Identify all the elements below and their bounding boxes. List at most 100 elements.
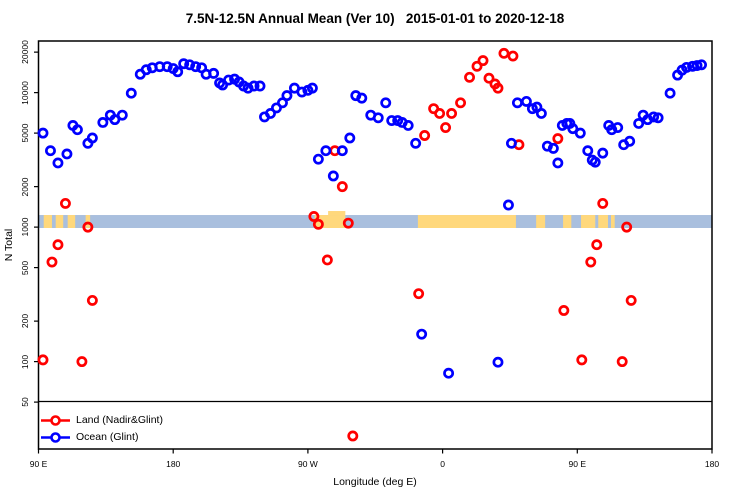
data-point-ocean [320, 145, 332, 157]
data-point-ocean [416, 328, 428, 340]
data-point-ocean [125, 87, 137, 99]
y-tick-label: 100 [20, 354, 30, 369]
data-point-ocean [552, 157, 564, 169]
legend-marker-circle [50, 432, 61, 443]
data-point-land [342, 217, 354, 229]
y-tick-label: 5000 [20, 123, 30, 143]
plot-border [37, 40, 713, 450]
data-point-ocean [547, 142, 559, 154]
data-point-land [585, 256, 597, 268]
data-point-ocean [172, 66, 184, 78]
data-point-land [616, 356, 628, 368]
data-point-ocean [567, 123, 579, 135]
map-band-land [536, 215, 546, 228]
data-point-land [498, 47, 510, 59]
data-point-ocean [281, 90, 293, 102]
data-point-ocean [61, 148, 73, 160]
y-tick-label: 1000 [20, 217, 30, 237]
y-tick-label: 500 [20, 260, 30, 275]
data-point-ocean [597, 147, 609, 159]
data-point-ocean [140, 64, 152, 76]
data-point-land [507, 50, 519, 62]
x-tick-label: 90 W [297, 459, 318, 469]
data-point-ocean [45, 145, 56, 157]
data-point-ocean [648, 111, 660, 123]
x-tick-label: 180 [704, 459, 720, 469]
y-tick-label: 2000 [20, 177, 30, 197]
data-point-ocean [535, 108, 547, 119]
map-band-land [610, 215, 615, 228]
data-point-land [52, 239, 64, 251]
data-point-ocean [696, 59, 707, 71]
data-point-ocean [71, 124, 83, 136]
map-band-land [67, 215, 76, 228]
data-point-ocean [265, 108, 276, 119]
data-point-ocean [612, 122, 624, 133]
legend-marker-circle [50, 415, 61, 426]
data-point-ocean [190, 61, 202, 73]
data-point-ocean [410, 137, 422, 149]
map-band-land [563, 215, 572, 228]
data-point-land [440, 122, 452, 133]
map-band-land [85, 215, 91, 228]
data-point-ocean [208, 67, 220, 79]
x-axis-title: Longitude (deg E) [333, 476, 417, 488]
data-point-ocean [312, 153, 324, 165]
map-band-land [55, 215, 64, 228]
data-point-ocean [681, 61, 693, 73]
data-point-land [558, 305, 570, 316]
data-point-ocean [178, 58, 190, 70]
data-point-land [597, 197, 609, 209]
map-band-land [43, 215, 52, 228]
data-point-land [82, 221, 94, 233]
map-band-land [417, 215, 516, 228]
map-band-land [598, 215, 608, 228]
data-point-ocean [344, 132, 356, 144]
y-axis-title: N Total [3, 228, 15, 262]
data-point-ocean [372, 112, 384, 124]
data-point-ocean [520, 95, 532, 107]
legend-label-ocean: Ocean (Glint) [76, 431, 139, 443]
data-point-land [413, 288, 425, 300]
data-point-ocean [248, 80, 260, 92]
x-tick-label: 90 E [568, 459, 587, 469]
x-tick-label: 180 [166, 459, 181, 469]
data-point-ocean [589, 156, 601, 168]
x-tick-label: 90 E [29, 459, 48, 469]
data-point-land [477, 55, 489, 67]
data-point-land [308, 211, 320, 222]
data-point-ocean [574, 127, 586, 139]
data-point-land [347, 430, 359, 442]
data-point-ocean [254, 80, 266, 92]
data-point-land [76, 356, 88, 368]
data-point-ocean [511, 97, 523, 109]
data-point-ocean [184, 59, 196, 71]
data-point-ocean [691, 60, 703, 71]
data-point-ocean [505, 137, 517, 149]
data-point-ocean [582, 145, 594, 157]
data-point-ocean [223, 74, 235, 86]
data-point-land [336, 181, 348, 193]
data-point-land [591, 239, 603, 251]
data-point-ocean [37, 127, 49, 139]
data-point-ocean [664, 87, 676, 99]
data-point-ocean [503, 199, 514, 211]
data-point-ocean [356, 92, 368, 104]
data-point-land [37, 354, 49, 366]
data-point-land [483, 72, 495, 84]
data-point-ocean [386, 115, 398, 126]
data-point-ocean [52, 157, 64, 169]
y-tick-label: 200 [20, 314, 30, 329]
data-point-ocean [296, 86, 308, 98]
data-point-land [312, 218, 324, 230]
data-point-ocean [86, 132, 98, 144]
data-point-ocean [443, 367, 455, 379]
data-point-land [419, 130, 431, 141]
data-point-ocean [242, 82, 254, 94]
data-point-ocean [161, 61, 173, 73]
data-point-land [552, 133, 564, 145]
y-tick-label: 20000 [20, 40, 30, 64]
y-tick-label: 10000 [20, 80, 30, 105]
data-point-ocean [109, 114, 121, 126]
data-point-land [321, 254, 333, 266]
